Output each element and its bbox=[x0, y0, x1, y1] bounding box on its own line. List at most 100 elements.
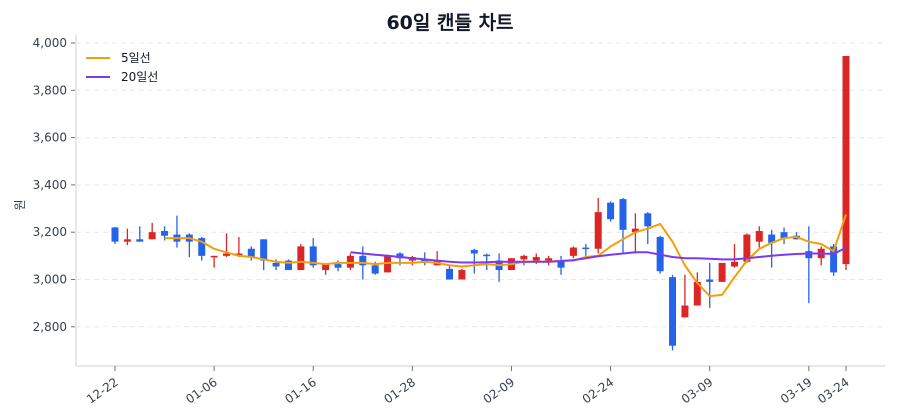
candle-body bbox=[322, 264, 330, 271]
candle-up bbox=[730, 244, 738, 268]
candle-body bbox=[446, 268, 454, 280]
candles bbox=[111, 56, 850, 351]
candle-down bbox=[470, 248, 478, 274]
candle-body bbox=[693, 281, 701, 306]
candle-body bbox=[371, 265, 379, 274]
candle-up bbox=[693, 272, 701, 306]
legend: 5일선 20일선 bbox=[86, 51, 158, 84]
candle-up bbox=[681, 274, 689, 318]
candle-body bbox=[359, 255, 367, 266]
y-tick-label: 3,200 bbox=[33, 225, 67, 239]
x-tick-label: 01-28 bbox=[381, 375, 418, 406]
candle-body bbox=[384, 255, 392, 273]
candle-body bbox=[260, 239, 268, 261]
candle-down bbox=[173, 215, 181, 248]
x-tick-label: 02-09 bbox=[481, 375, 518, 406]
gridlines bbox=[76, 42, 885, 328]
candle-up bbox=[322, 264, 330, 275]
candle-body bbox=[780, 232, 788, 239]
candle-up bbox=[297, 244, 305, 271]
candle-body bbox=[272, 262, 280, 267]
candle-body bbox=[198, 238, 206, 256]
candle-body bbox=[607, 202, 615, 220]
legend-label-ma20: 20일선 bbox=[121, 70, 158, 84]
candle-body bbox=[148, 232, 156, 240]
candle-body bbox=[842, 56, 850, 265]
y-tick-label: 3,400 bbox=[33, 178, 67, 192]
candle-body bbox=[284, 260, 292, 271]
candle-up bbox=[817, 246, 825, 266]
candle-down bbox=[805, 226, 813, 304]
y-axis-label: 원 bbox=[13, 199, 27, 210]
candle-down bbox=[260, 239, 268, 271]
candle-body bbox=[743, 234, 751, 262]
candle-body bbox=[669, 277, 677, 346]
x-tick-label: 01-06 bbox=[183, 375, 220, 406]
candle-down bbox=[446, 265, 454, 280]
candle-body bbox=[210, 255, 218, 258]
candle-body bbox=[619, 199, 627, 230]
candle-body bbox=[631, 228, 639, 233]
candle-body bbox=[123, 239, 131, 242]
candle-down bbox=[284, 259, 292, 271]
candle-up bbox=[545, 255, 553, 266]
candle-body bbox=[470, 249, 478, 254]
y-tick-label: 3,600 bbox=[33, 131, 67, 145]
candle-down bbox=[136, 226, 144, 242]
legend-label-ma5: 5일선 bbox=[121, 51, 151, 65]
candle-body bbox=[644, 213, 652, 227]
x-tick-label: 03-09 bbox=[679, 375, 716, 406]
candle-body bbox=[346, 255, 354, 268]
candle-body bbox=[569, 247, 577, 256]
candle-body bbox=[247, 248, 255, 258]
candle-up bbox=[346, 253, 354, 271]
candle-down bbox=[111, 226, 119, 245]
candle-up bbox=[123, 228, 131, 246]
candle-up bbox=[594, 197, 602, 254]
candle-body bbox=[545, 258, 553, 261]
candle-body bbox=[458, 270, 466, 280]
candle-down bbox=[185, 233, 193, 258]
candle-body bbox=[768, 234, 776, 243]
candle-down bbox=[780, 227, 788, 245]
y-tick-label: 3,800 bbox=[33, 83, 67, 97]
y-tick-label: 3,000 bbox=[33, 273, 67, 287]
candle-body bbox=[557, 260, 565, 268]
candle-down bbox=[557, 255, 565, 275]
candle-body bbox=[681, 305, 689, 318]
candle-body bbox=[396, 253, 404, 259]
candle-up bbox=[458, 268, 466, 280]
moving-average-lines bbox=[164, 214, 847, 298]
ma20-line bbox=[350, 246, 847, 264]
candle-down bbox=[619, 197, 627, 254]
candle-up bbox=[210, 255, 218, 268]
candle-down bbox=[669, 274, 677, 351]
candle-body bbox=[755, 231, 763, 242]
x-tick-label: 12-22 bbox=[84, 375, 121, 406]
x-tick-label: 01-16 bbox=[282, 375, 319, 406]
candle-up bbox=[755, 226, 763, 248]
candle-up bbox=[520, 254, 528, 266]
candle-up bbox=[718, 262, 726, 282]
candle-down bbox=[768, 229, 776, 268]
candle-body bbox=[111, 227, 119, 242]
candle-body bbox=[830, 246, 838, 273]
y-tick-label: 2,800 bbox=[33, 320, 67, 334]
candle-body bbox=[805, 251, 813, 259]
candle-up bbox=[842, 56, 850, 271]
candle-body bbox=[582, 247, 590, 250]
candle-body bbox=[309, 246, 317, 266]
candle-body bbox=[334, 264, 342, 268]
chart-title: 60일 캔들 차트 bbox=[386, 12, 514, 34]
y-tick-label: 4,000 bbox=[33, 36, 67, 50]
candle-body bbox=[136, 239, 144, 242]
x-tick-label: 03-19 bbox=[778, 375, 815, 406]
candle-body bbox=[161, 231, 169, 236]
candle-down bbox=[582, 244, 590, 256]
candle-up bbox=[148, 222, 156, 240]
candle-up bbox=[569, 246, 577, 259]
candle-body bbox=[297, 246, 305, 271]
ma5-line bbox=[164, 214, 847, 298]
candle-up bbox=[235, 236, 243, 258]
candle-body bbox=[730, 261, 738, 267]
